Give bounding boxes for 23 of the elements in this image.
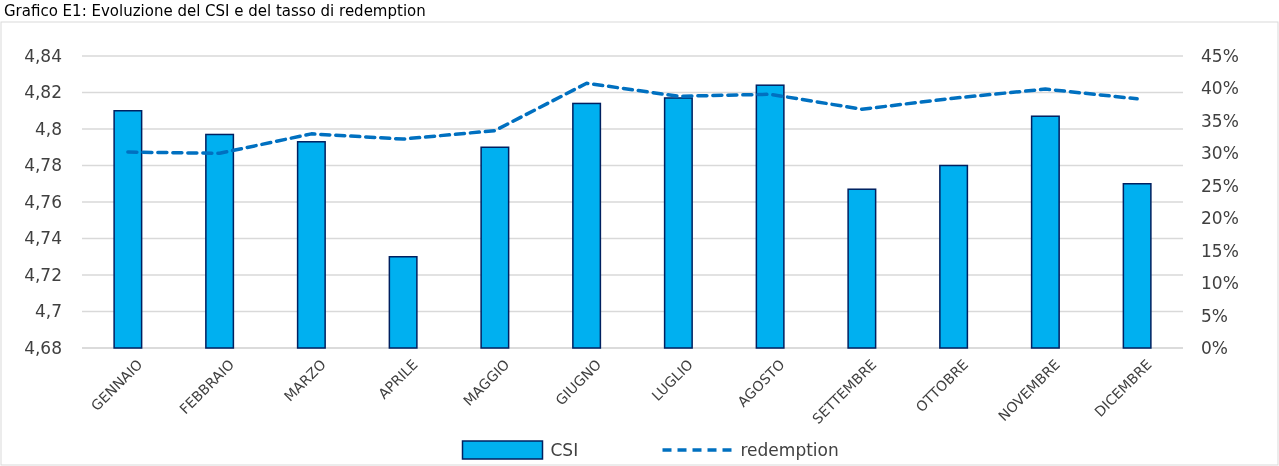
line-series (126, 81, 1139, 156)
y2-tick-label: 25% (1201, 175, 1239, 196)
y-tick-label: 4,74 (24, 228, 62, 249)
y-tick-label: 4,76 (24, 191, 62, 212)
y2-tick-label: 45% (1201, 45, 1239, 66)
chart-title: Grafico E1: Evoluzione del CSI e del tasso di redemption (4, 2, 426, 20)
y-tick-label: 4,82 (24, 82, 62, 103)
y-tick-label: 4,8 (34, 118, 62, 139)
y2-tick-label: 30% (1201, 143, 1239, 164)
y2-tick-label: 15% (1201, 240, 1239, 261)
y-tick-label: 4,72 (24, 264, 62, 285)
y2-tick-label: 20% (1201, 208, 1239, 229)
y2-tick-label: 10% (1201, 273, 1239, 294)
y-tick-label: 4,68 (24, 337, 62, 358)
y2-tick-label: 35% (1201, 110, 1239, 131)
y2-tick-label: 5% (1201, 305, 1228, 326)
legend-label: CSI (550, 439, 579, 460)
y2-tick-label: 0% (1201, 337, 1228, 358)
y-tick-label: 4,7 (34, 301, 62, 322)
legend-label: redemption (740, 439, 839, 460)
y-tick-label: 4,78 (24, 155, 62, 176)
y-tick-label: 4,84 (24, 45, 62, 66)
y2-tick-label: 40% (1201, 78, 1239, 99)
